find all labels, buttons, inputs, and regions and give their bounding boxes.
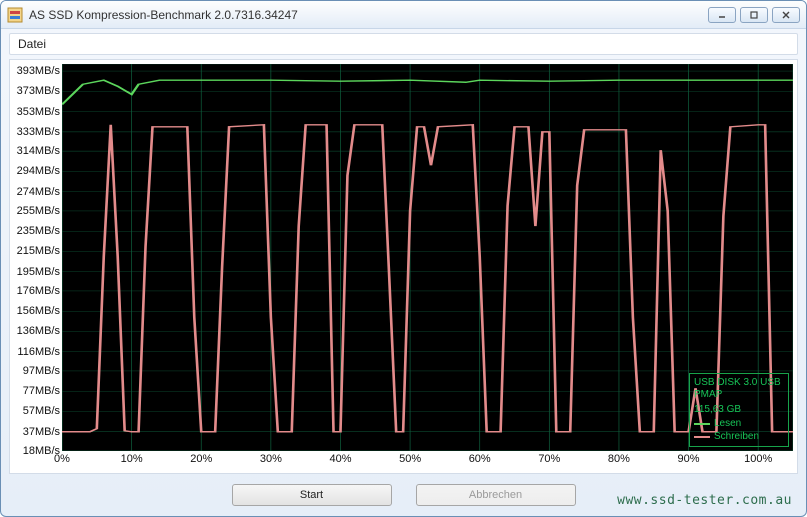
- legend-device-1: USB DISK 3.0 USB Device: [694, 377, 784, 390]
- x-tick-label: 70%: [538, 453, 560, 465]
- x-axis-labels: 0%10%20%30%40%50%60%70%80%90%100%: [62, 453, 793, 471]
- y-tick-label: 97MB/s: [23, 365, 60, 377]
- y-tick-label: 373MB/s: [17, 85, 60, 97]
- y-tick-label: 215MB/s: [17, 245, 60, 257]
- y-tick-label: 176MB/s: [17, 285, 60, 297]
- minimize-button[interactable]: [708, 7, 736, 23]
- chart-area: 18MB/s37MB/s57MB/s77MB/s97MB/s116MB/s136…: [9, 59, 798, 474]
- y-tick-label: 353MB/s: [17, 106, 60, 118]
- close-button[interactable]: [772, 7, 800, 23]
- legend-device-2: PMAP: [694, 389, 784, 402]
- x-tick-label: 10%: [121, 453, 143, 465]
- y-tick-label: 235MB/s: [17, 225, 60, 237]
- app-icon: [7, 7, 23, 23]
- maximize-button[interactable]: [740, 7, 768, 23]
- y-tick-label: 274MB/s: [17, 186, 60, 198]
- watermark: www.ssd-tester.com.au: [617, 493, 792, 508]
- x-tick-label: 40%: [329, 453, 351, 465]
- menubar: Datei: [9, 33, 798, 55]
- y-tick-label: 255MB/s: [17, 205, 60, 217]
- app-window: AS SSD Kompression-Benchmark 2.0.7316.34…: [0, 0, 807, 517]
- plot-area: USB DISK 3.0 USB Device PMAP 115,63 GB L…: [62, 64, 793, 451]
- y-axis-labels: 18MB/s37MB/s57MB/s77MB/s97MB/s116MB/s136…: [10, 64, 62, 451]
- x-tick-label: 30%: [260, 453, 282, 465]
- x-tick-label: 60%: [469, 453, 491, 465]
- legend-box: USB DISK 3.0 USB Device PMAP 115,63 GB L…: [689, 373, 789, 448]
- y-tick-label: 393MB/s: [17, 65, 60, 77]
- y-tick-label: 37MB/s: [23, 426, 60, 438]
- x-tick-label: 100%: [744, 453, 772, 465]
- x-tick-label: 0%: [54, 453, 70, 465]
- y-tick-label: 57MB/s: [23, 405, 60, 417]
- x-tick-label: 50%: [399, 453, 421, 465]
- legend-read-swatch: [694, 423, 710, 425]
- x-tick-label: 90%: [678, 453, 700, 465]
- legend-read-row: Lesen: [694, 418, 784, 431]
- legend-write-swatch: [694, 436, 710, 438]
- start-button[interactable]: Start: [232, 484, 392, 506]
- y-tick-label: 195MB/s: [17, 266, 60, 278]
- y-tick-label: 294MB/s: [17, 165, 60, 177]
- legend-size: 115,63 GB: [694, 404, 784, 417]
- y-tick-label: 333MB/s: [17, 126, 60, 138]
- menu-file[interactable]: Datei: [18, 37, 46, 51]
- x-tick-label: 80%: [608, 453, 630, 465]
- plot-svg: [62, 64, 793, 451]
- abort-button[interactable]: Abbrechen: [416, 484, 576, 506]
- titlebar[interactable]: AS SSD Kompression-Benchmark 2.0.7316.34…: [1, 1, 806, 29]
- y-tick-label: 116MB/s: [17, 346, 60, 358]
- y-tick-label: 156MB/s: [17, 305, 60, 317]
- y-tick-label: 314MB/s: [17, 145, 60, 157]
- window-buttons: [708, 7, 800, 23]
- y-tick-label: 77MB/s: [23, 385, 60, 397]
- legend-write-label: Schreiben: [714, 431, 759, 444]
- legend-read-label: Lesen: [714, 418, 741, 431]
- x-tick-label: 20%: [190, 453, 212, 465]
- y-tick-label: 136MB/s: [17, 325, 60, 337]
- legend-write-row: Schreiben: [694, 431, 784, 444]
- window-title: AS SSD Kompression-Benchmark 2.0.7316.34…: [29, 8, 708, 22]
